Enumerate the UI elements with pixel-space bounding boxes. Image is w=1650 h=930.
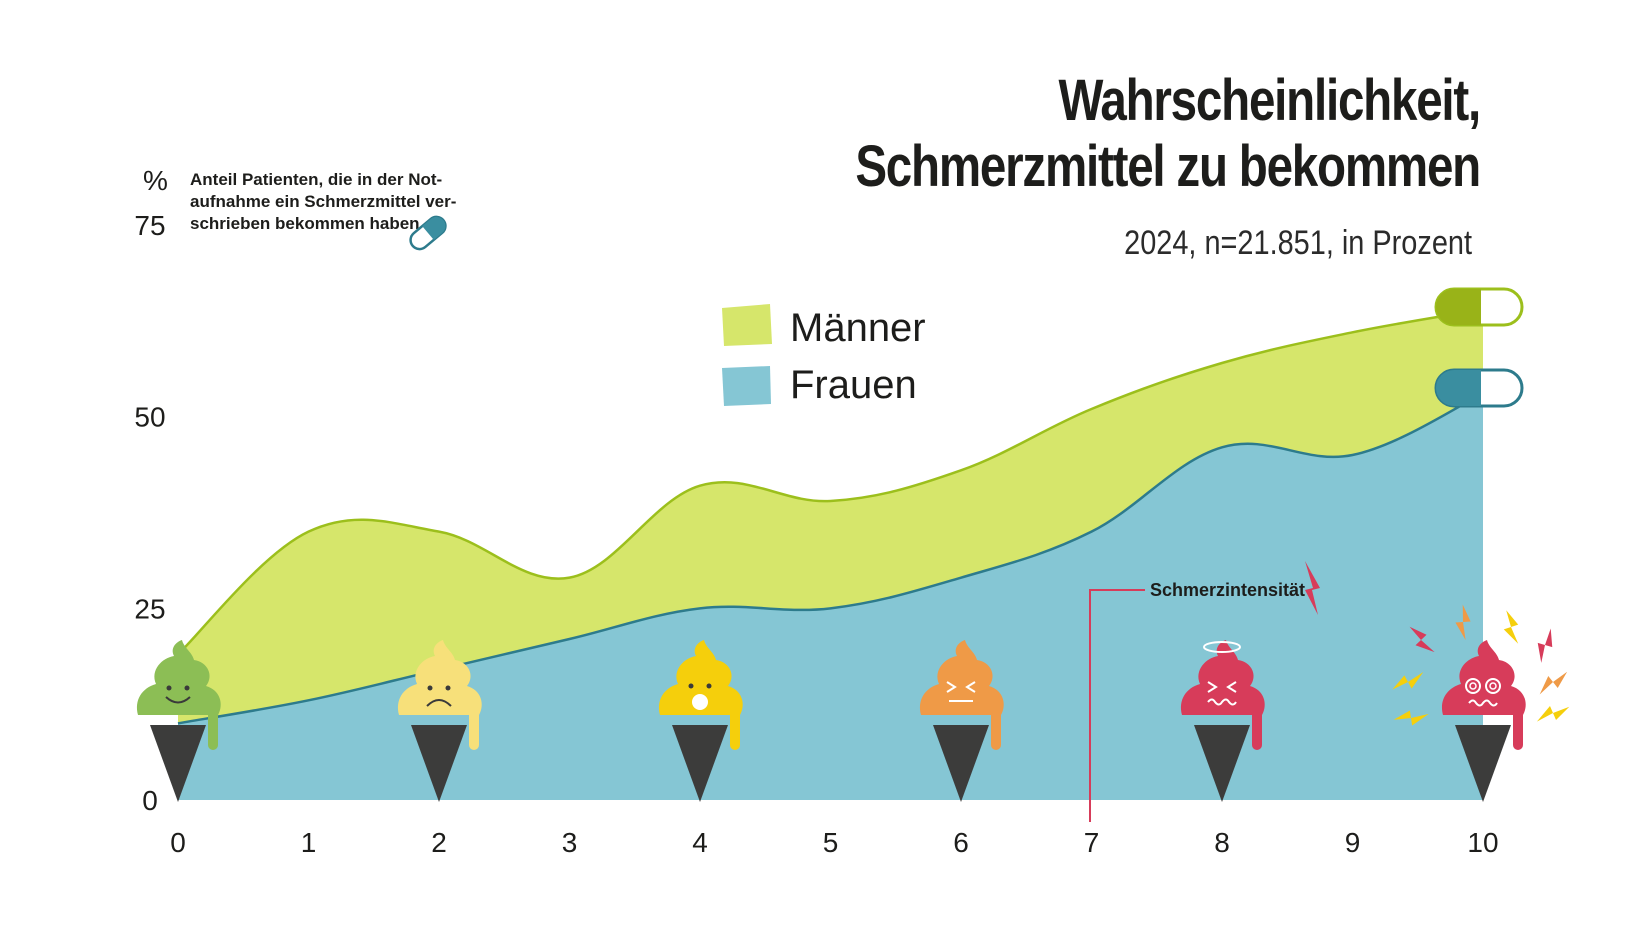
axes-layer: 0 25 50 75 0 1 2 3 4 5 6 7 8 9 10 (134, 210, 1498, 858)
intensity-label: Schmerzintensität (1150, 580, 1305, 600)
lightning-icon-2 (1503, 610, 1519, 644)
lightning-icon-0 (1409, 626, 1435, 653)
lightning-icon-5 (1536, 706, 1570, 722)
area-frauen (178, 393, 1483, 800)
x-tick-label-3: 3 (562, 827, 578, 858)
x-tick-label-8: 8 (1214, 827, 1230, 858)
y-note-line-2: aufnahme ein Schmerzmittel ver- (190, 192, 456, 211)
x-tick-label-6: 6 (953, 827, 969, 858)
ice-cream-icon-dizzy (1180, 640, 1265, 802)
pill-icon-maenner (1434, 287, 1524, 327)
lightning-icon-6 (1393, 710, 1429, 726)
x-tick-label-4: 4 (692, 827, 708, 858)
ice-cream-icon-sad (397, 640, 482, 802)
legend: Männer Frauen (722, 304, 926, 407)
pill-icon (409, 215, 447, 251)
legend-label-frauen: Frauen (790, 363, 917, 407)
pill-icon-frauen (1434, 368, 1524, 408)
lightning-icon-7 (1392, 671, 1424, 690)
ice-cream-icon-agony (1392, 604, 1570, 802)
legend-label-maenner: Männer (790, 306, 926, 350)
x-tick-label-0: 0 (170, 827, 186, 858)
intensity-pointer-line (1089, 589, 1145, 822)
area-layer (177, 308, 1484, 800)
x-tick-label-7: 7 (1084, 827, 1100, 858)
legend-swatch-frauen (722, 366, 771, 406)
line-frauen (177, 392, 1484, 725)
x-tick-label-9: 9 (1345, 827, 1361, 858)
x-tick-label-5: 5 (823, 827, 839, 858)
x-tick-label-2: 2 (431, 827, 447, 858)
y-tick-label-0: 0 (142, 785, 158, 816)
x-tick-label-1: 1 (301, 827, 317, 858)
lightning-icon-4 (1539, 671, 1568, 695)
ice-cream-icon-strained (919, 640, 1004, 802)
y-unit: % (143, 165, 168, 196)
lightning-icon-3 (1537, 628, 1553, 663)
lightning-icon-1 (1455, 604, 1471, 641)
x-tick-label-10: 10 (1467, 827, 1498, 858)
ice-cream-layer (136, 604, 1570, 802)
legend-swatch-maenner (722, 304, 772, 346)
y-note-line-1: Anteil Patienten, die in der Not- (190, 170, 442, 189)
chart-title: Wahrscheinlichkeit, Schmerzmittel zu bek… (855, 68, 1481, 199)
chart-subtitle: 2024, n=21.851, in Prozent (1124, 224, 1472, 262)
y-tick-label-50: 50 (134, 402, 165, 433)
ice-cream-icon-shocked (658, 640, 743, 802)
lightning-icon (1305, 561, 1320, 615)
y-tick-label-25: 25 (134, 593, 165, 624)
line-maenner (177, 308, 1484, 656)
y-note-line-3: schrieben bekommen haben (190, 214, 420, 233)
intensity-annotation: Schmerzintensität (1089, 561, 1320, 822)
y-tick-label-75: 75 (134, 210, 165, 241)
ice-cream-icon-happy (136, 640, 221, 802)
